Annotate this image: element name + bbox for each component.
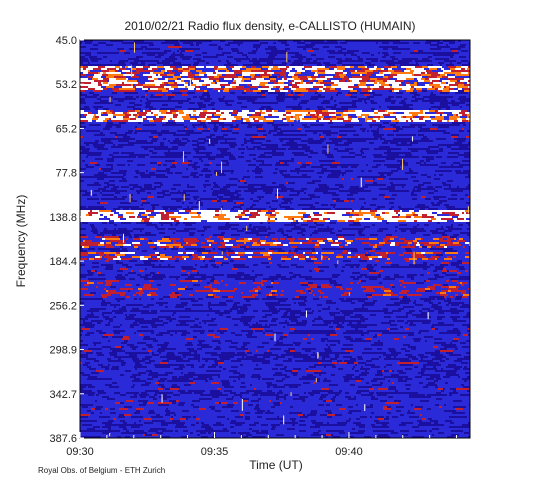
- x-axis-label: Time (UT): [249, 458, 303, 472]
- x-axis-ticks: 09:30 09:35 09:40: [66, 432, 458, 458]
- plot-frame: [79, 39, 471, 439]
- y-axis-ticks: 45.0 53.2 65.2 77.8 138.8 184.4 256.2 298.9 342.…: [49, 35, 84, 445]
- y-tick-label: 387.6: [49, 433, 77, 445]
- y-tick-label: 298.9: [49, 345, 77, 357]
- y-tick-label: 256.2: [49, 300, 77, 312]
- spectrogram-cells: [80, 40, 470, 438]
- x-tick-label: 09:35: [201, 446, 229, 458]
- y-tick-label: 342.7: [49, 389, 77, 401]
- y-tick-label: 65.2: [56, 123, 77, 135]
- x-tick-label: 09:30: [66, 446, 94, 458]
- credit-footer: Royal Obs. of Belgium - ETH Zurich: [38, 466, 166, 475]
- y-tick-label: 184.4: [49, 256, 77, 268]
- y-tick-label: 53.2: [56, 79, 77, 91]
- y-tick-label: 77.8: [56, 168, 77, 180]
- y-tick-label: 138.8: [49, 212, 77, 224]
- y-axis-label: Frequency (MHz): [14, 195, 28, 288]
- y-tick-label: 45.0: [56, 35, 77, 47]
- spectrogram-plot-area: [79, 39, 471, 439]
- chart-title: 2010/02/21 Radio flux density, e-CALLIST…: [124, 19, 415, 33]
- x-tick-label: 09:40: [335, 446, 363, 458]
- spectrogram-spikes: [90, 42, 469, 437]
